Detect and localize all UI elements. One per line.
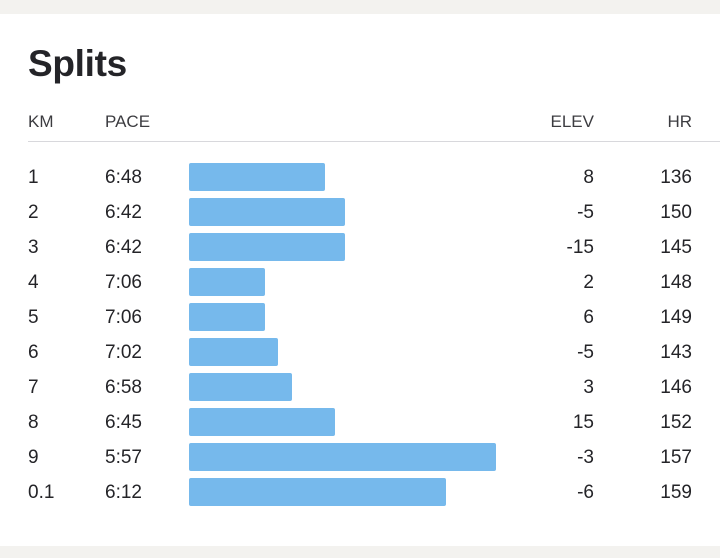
split-hr: 159	[660, 482, 692, 503]
split-hr: 157	[660, 447, 692, 468]
split-pace-bar	[189, 373, 292, 401]
pace-column-header: PACE	[105, 112, 151, 131]
split-elev: 8	[583, 167, 594, 188]
split-pace-bar	[189, 303, 265, 331]
split-km: 1	[28, 167, 39, 188]
hr-column-header: HR	[667, 112, 692, 131]
split-km: 6	[28, 342, 39, 363]
split-row: 3 6:42 -15 145	[0, 230, 720, 265]
splits-table-header: KM PACE ELEV HR	[0, 111, 720, 133]
split-pace: 6:12	[105, 482, 142, 503]
split-elev: 2	[583, 272, 594, 293]
split-hr: 136	[660, 167, 692, 188]
split-pace: 6:45	[105, 412, 142, 433]
split-hr: 149	[660, 307, 692, 328]
split-pace: 6:58	[105, 377, 142, 398]
split-pace-bar	[189, 443, 496, 471]
split-hr: 150	[660, 202, 692, 223]
split-pace-bar	[189, 408, 336, 436]
split-km: 3	[28, 237, 39, 258]
split-pace-bar	[189, 198, 346, 226]
split-pace: 5:57	[105, 447, 142, 468]
split-row: 1 6:48 8 136	[0, 160, 720, 195]
split-hr: 152	[660, 412, 692, 433]
split-elev: -3	[577, 447, 594, 468]
split-km: 7	[28, 377, 39, 398]
split-row: 8 6:45 15 152	[0, 405, 720, 440]
elev-column-header: ELEV	[550, 112, 594, 131]
split-elev: -5	[577, 342, 594, 363]
km-column-header: KM	[28, 112, 54, 131]
split-pace: 7:02	[105, 342, 142, 363]
split-pace: 6:42	[105, 237, 142, 258]
split-row: 0.1 6:12 -6 159	[0, 475, 720, 510]
splits-table-body: 1 6:48 8 136 2 6:42 -5 150 3 6:42 -15 145 4 7:06 2 148 5…	[0, 160, 720, 510]
split-row: 2 6:42 -5 150	[0, 195, 720, 230]
split-hr: 146	[660, 377, 692, 398]
split-row: 4 7:06 2 148	[0, 265, 720, 300]
split-pace-bar	[189, 268, 265, 296]
split-km: 4	[28, 272, 39, 293]
split-hr: 145	[660, 237, 692, 258]
splits-card: Splits KM PACE ELEV HR 1 6:48 8 136 2 6:42 -5 1…	[0, 14, 720, 546]
split-row: 5 7:06 6 149	[0, 300, 720, 335]
split-km: 9	[28, 447, 39, 468]
split-km: 8	[28, 412, 39, 433]
split-pace: 7:06	[105, 307, 142, 328]
split-pace-bar	[189, 338, 279, 366]
split-elev: 15	[572, 412, 594, 433]
split-km: 2	[28, 202, 39, 223]
split-hr: 148	[660, 272, 692, 293]
split-elev: -5	[577, 202, 594, 223]
split-row: 6 7:02 -5 143	[0, 335, 720, 370]
split-pace-bar	[189, 233, 346, 261]
split-hr: 143	[660, 342, 692, 363]
splits-title: Splits	[28, 43, 127, 84]
split-row: 7 6:58 3 146	[0, 370, 720, 405]
split-pace-bar	[189, 478, 446, 506]
split-pace: 7:06	[105, 272, 142, 293]
split-pace: 6:48	[105, 167, 142, 188]
split-pace: 6:42	[105, 202, 142, 223]
split-row: 9 5:57 -3 157	[0, 440, 720, 475]
split-km: 0.1	[28, 482, 55, 503]
split-elev: 3	[583, 377, 594, 398]
split-elev: -15	[566, 237, 594, 258]
split-elev: 6	[583, 307, 594, 328]
split-pace-bar	[189, 163, 326, 191]
split-km: 5	[28, 307, 39, 328]
header-divider	[28, 141, 720, 142]
split-elev: -6	[577, 482, 594, 503]
